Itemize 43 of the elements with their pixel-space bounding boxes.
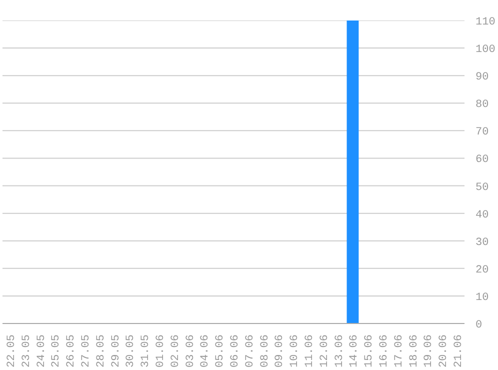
x-tick-label: 18.06	[408, 334, 420, 368]
x-tick-label: 17.06	[393, 334, 406, 368]
x-tick-label: 09.06	[274, 334, 286, 368]
y-tick-label: 90	[476, 72, 489, 84]
x-tick-label: 19.06	[423, 334, 436, 368]
x-tick-label: 08.06	[259, 334, 272, 368]
y-tick-label: 60	[476, 154, 489, 166]
y-tick-label: 20	[476, 264, 489, 276]
x-tick-label: 13.06	[334, 334, 346, 368]
y-tick-label: 70	[476, 126, 489, 139]
x-tick-label: 29.05	[110, 334, 122, 368]
x-tick-label: 28.05	[95, 334, 108, 368]
y-tick-label: 50	[476, 182, 489, 194]
x-tick-label: 01.06	[154, 334, 167, 368]
x-tick-label: 24.05	[36, 334, 48, 368]
x-tick-label: 31.05	[140, 334, 152, 368]
x-tick-label: 12.06	[318, 334, 331, 368]
x-tick-label: 25.05	[50, 334, 63, 368]
x-tick-label: 21.06	[453, 334, 466, 368]
x-tick-label: 23.05	[20, 334, 33, 368]
x-tick-label: 30.05	[125, 334, 138, 368]
x-tick-label: 07.06	[244, 334, 256, 368]
x-tick-label: 10.06	[289, 334, 302, 368]
x-tick-label: 22.05	[6, 334, 18, 368]
y-tick-label: 40	[476, 209, 489, 222]
x-tick-label: 11.06	[304, 334, 316, 368]
x-tick-label: 14.06	[348, 334, 361, 368]
x-tick-label: 04.06	[200, 334, 212, 368]
y-tick-label: 100	[476, 44, 496, 56]
x-tick-label: 02.06	[170, 334, 182, 368]
y-tick-label: 10	[476, 292, 489, 304]
y-tick-label: 0	[476, 320, 482, 332]
x-tick-label: 27.05	[80, 334, 92, 368]
x-tick-label: 20.06	[438, 334, 450, 368]
y-tick-label: 110	[476, 16, 496, 28]
x-tick-label: 16.06	[378, 334, 391, 368]
x-tick-label: 03.06	[184, 334, 197, 368]
y-tick-label: 30	[476, 236, 489, 249]
x-tick-label: 26.05	[66, 334, 78, 368]
x-tick-label: 15.06	[364, 334, 376, 368]
y-tick-label: 80	[476, 99, 489, 112]
x-tick-label: 05.06	[214, 334, 227, 368]
x-tick-label: 06.06	[230, 334, 242, 368]
